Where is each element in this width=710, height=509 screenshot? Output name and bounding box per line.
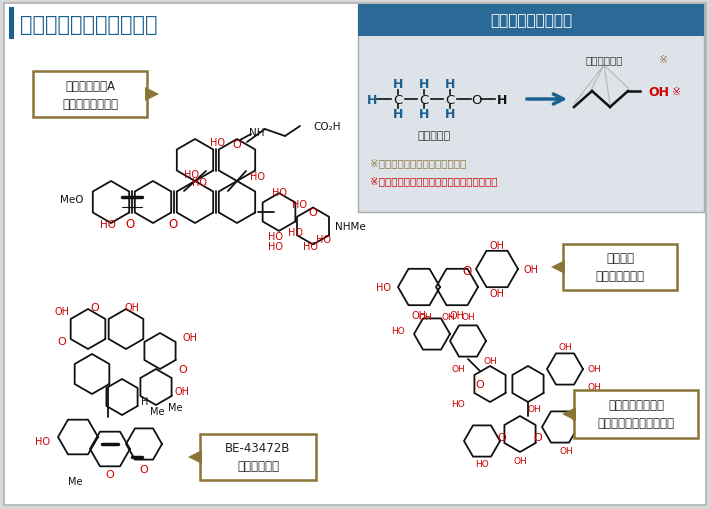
Text: カテキン
（抗酸化活性）: カテキン （抗酸化活性） — [596, 252, 645, 283]
Text: O: O — [58, 336, 66, 346]
Text: O: O — [106, 469, 114, 479]
FancyBboxPatch shape — [33, 72, 147, 118]
Text: HO: HO — [391, 327, 405, 336]
Text: O: O — [126, 218, 135, 231]
Text: OH: OH — [461, 313, 475, 322]
Text: C: C — [393, 93, 403, 106]
Text: H: H — [393, 78, 403, 91]
Text: OH: OH — [489, 289, 505, 298]
Text: HO: HO — [183, 169, 199, 180]
Text: ブタノール: ブタノール — [417, 131, 451, 140]
Text: MeO: MeO — [60, 194, 83, 205]
Text: HO: HO — [302, 242, 317, 251]
Text: Me: Me — [150, 406, 165, 416]
Text: O: O — [233, 140, 241, 150]
Text: OH: OH — [441, 313, 455, 322]
Text: ※: ※ — [672, 87, 682, 97]
Text: H: H — [444, 78, 455, 91]
Text: C: C — [445, 93, 454, 106]
Text: OH: OH — [182, 332, 197, 343]
Text: H: H — [141, 396, 148, 406]
Text: OH: OH — [124, 302, 139, 313]
Text: ※炭素に結合した水素は省略する: ※炭素に結合した水素は省略する — [370, 158, 466, 167]
Text: Me: Me — [67, 476, 82, 486]
Text: Me: Me — [168, 402, 182, 412]
Polygon shape — [188, 450, 202, 464]
Text: OH: OH — [55, 306, 70, 317]
Text: CO₂H: CO₂H — [313, 122, 341, 132]
Text: HO: HO — [35, 436, 50, 446]
Text: 炭素の簡略化: 炭素の簡略化 — [585, 55, 623, 65]
Text: O: O — [471, 93, 481, 106]
Text: HO: HO — [209, 138, 224, 148]
Text: O: O — [498, 432, 506, 442]
Text: OH: OH — [582, 407, 596, 416]
Text: NHMe: NHMe — [335, 221, 366, 232]
Text: H: H — [419, 78, 429, 91]
Text: O: O — [178, 364, 187, 374]
Text: C: C — [420, 93, 429, 106]
FancyBboxPatch shape — [4, 4, 706, 505]
Text: 有機化合物の化学構造式: 有機化合物の化学構造式 — [20, 15, 158, 35]
Text: O: O — [140, 464, 148, 474]
Text: NH: NH — [249, 128, 265, 138]
FancyBboxPatch shape — [200, 434, 316, 480]
Text: OH: OH — [452, 365, 465, 374]
Text: OH: OH — [582, 422, 596, 432]
FancyBboxPatch shape — [358, 5, 704, 37]
Text: OH: OH — [412, 310, 427, 320]
FancyBboxPatch shape — [563, 244, 677, 291]
Text: 構造式の省略した形: 構造式の省略した形 — [490, 13, 572, 29]
Text: H: H — [393, 108, 403, 121]
Polygon shape — [145, 88, 159, 102]
Text: H: H — [367, 93, 377, 106]
Text: OH: OH — [513, 457, 527, 466]
Text: HO: HO — [315, 235, 330, 244]
Text: HO: HO — [452, 400, 465, 409]
Text: OH: OH — [523, 265, 538, 274]
Text: HO: HO — [268, 242, 283, 251]
Text: OH: OH — [489, 241, 505, 250]
Text: HO: HO — [292, 200, 307, 210]
Text: OH: OH — [588, 383, 602, 392]
Text: O: O — [168, 218, 178, 231]
Text: HO: HO — [475, 460, 489, 469]
Text: OH: OH — [449, 310, 464, 320]
Text: カテキンの三量体
（甘いポリフェノール）: カテキンの三量体 （甘いポリフェノール） — [598, 399, 674, 430]
Text: OH: OH — [588, 365, 602, 374]
Text: O: O — [309, 208, 317, 217]
Text: H: H — [497, 93, 507, 106]
Text: O: O — [462, 265, 471, 278]
FancyBboxPatch shape — [9, 8, 14, 40]
Text: HO: HO — [268, 232, 283, 242]
Text: OH: OH — [174, 386, 189, 396]
Text: BE-43472B
（抗菌活性）: BE-43472B （抗菌活性） — [225, 442, 290, 472]
Text: HO: HO — [100, 219, 116, 230]
Text: O: O — [534, 432, 542, 442]
Text: HO: HO — [288, 228, 302, 238]
Text: OH: OH — [648, 86, 669, 98]
Text: O: O — [476, 379, 484, 389]
Text: OH: OH — [483, 357, 497, 366]
Text: H: H — [419, 108, 429, 121]
Text: HO: HO — [249, 172, 265, 182]
Text: HO: HO — [376, 282, 391, 293]
Text: O: O — [91, 302, 99, 313]
Text: OH: OH — [560, 446, 574, 456]
Text: ※: ※ — [659, 55, 668, 65]
FancyBboxPatch shape — [358, 5, 704, 213]
Text: HO: HO — [192, 178, 207, 188]
Text: OH: OH — [558, 343, 572, 352]
Text: H: H — [444, 108, 455, 121]
Text: OH: OH — [418, 313, 432, 322]
FancyBboxPatch shape — [574, 390, 698, 438]
Text: HO: HO — [271, 188, 287, 197]
Text: ブラジミシンA
（抗エイズ活性）: ブラジミシンA （抗エイズ活性） — [62, 79, 118, 110]
Text: OH: OH — [528, 405, 542, 414]
Text: ※炭素以外の原子についた水素は省略しない: ※炭素以外の原子についた水素は省略しない — [370, 176, 498, 186]
Polygon shape — [562, 407, 576, 421]
Polygon shape — [551, 261, 565, 274]
